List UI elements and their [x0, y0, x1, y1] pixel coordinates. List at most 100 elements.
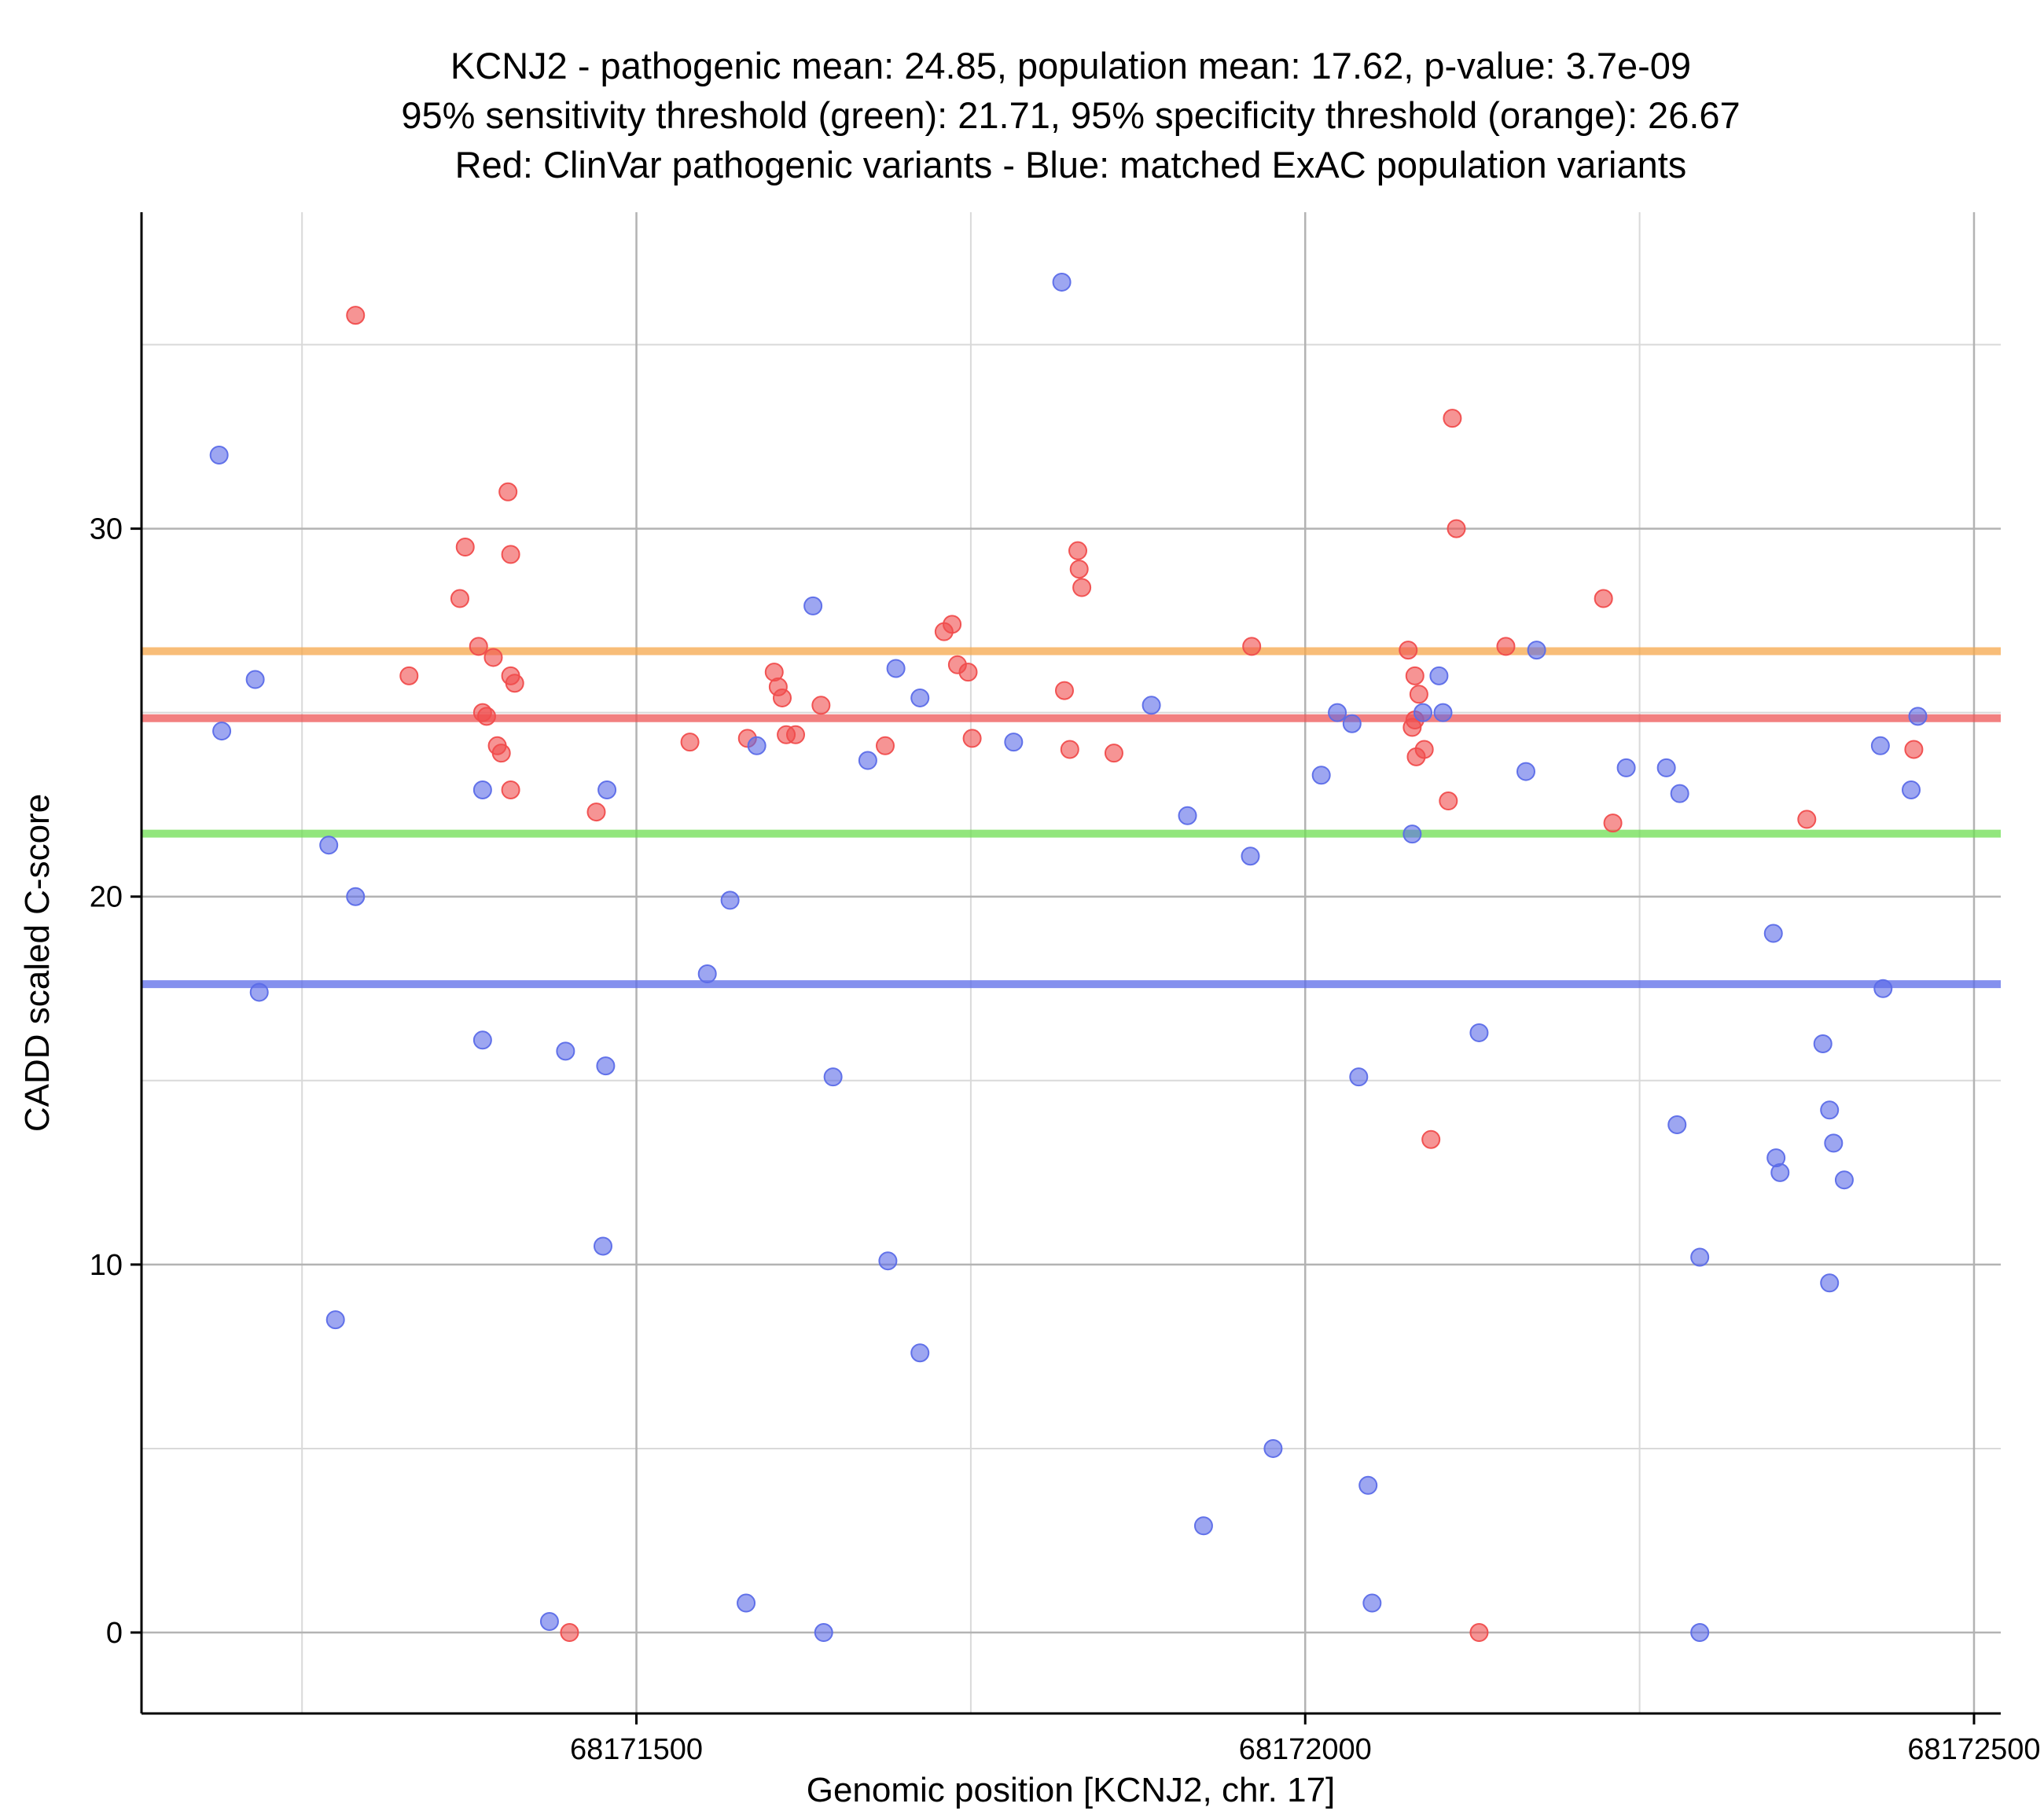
- pathogenic-variant-point: [958, 663, 978, 682]
- pathogenic-variant-point: [1421, 1129, 1441, 1149]
- population-variant-point: [1902, 780, 1921, 799]
- pathogenic-variant-point: [560, 1623, 579, 1643]
- population-variant-point: [1429, 666, 1449, 685]
- population-variant-point: [1193, 1516, 1213, 1536]
- y-axis-title: CADD scaled C-score: [18, 794, 57, 1132]
- pathogenic-variant-point: [1469, 1623, 1489, 1643]
- axis-tick-labels: 0 10 20 30 68171500 68172000 68172500: [90, 513, 2041, 1766]
- axes: [131, 212, 2001, 1724]
- pathogenic-variant-point: [1797, 810, 1817, 829]
- pathogenic-variant-point: [1414, 740, 1434, 759]
- population-variant-point: [1263, 1438, 1283, 1458]
- population-variant-point: [1656, 758, 1676, 777]
- pathogenic-variant-point: [1439, 791, 1458, 811]
- pathogenic-variant-point: [1068, 541, 1088, 560]
- population-variant-point: [1349, 1067, 1369, 1087]
- pathogenic-variant-point: [943, 615, 962, 634]
- threshold-lines: [142, 647, 2001, 989]
- pathogenic-variant-point: [469, 637, 488, 656]
- pathogenic-variant-point: [498, 482, 518, 501]
- population-variant-point: [1516, 762, 1535, 781]
- population-variant-point: [1413, 703, 1432, 722]
- population-variant-point: [1362, 1593, 1382, 1613]
- population-variant-point: [1141, 696, 1161, 715]
- pathogenic-variant-point: [483, 648, 503, 667]
- population-variant-point: [1670, 784, 1689, 803]
- population-variant-point: [209, 445, 229, 465]
- population-variant-point: [910, 688, 930, 707]
- pathogenic-variant-point: [772, 688, 792, 707]
- pathogenic-variant-point: [1104, 744, 1123, 763]
- population-variant-point: [1770, 1162, 1790, 1182]
- y-tick-label: 30: [90, 513, 123, 546]
- pathogenic-variant-point: [450, 589, 469, 608]
- population-variant-point: [325, 1310, 345, 1330]
- pathogenic-variant-point: [680, 733, 700, 752]
- population-variant-point: [1178, 806, 1197, 825]
- population-variant-point: [1358, 1475, 1378, 1495]
- population-variant-point: [1241, 847, 1260, 866]
- pathogenic-variant-point: [505, 674, 524, 693]
- population-variant-point: [910, 1343, 930, 1363]
- pathogenic-variant-point: [962, 729, 982, 748]
- population-variant-point: [1328, 703, 1347, 722]
- population-variant-point: [886, 659, 906, 678]
- population-variant-point: [1004, 733, 1024, 752]
- pathogenic-variant-point: [491, 744, 511, 763]
- population-variant-point: [1834, 1170, 1854, 1190]
- population-variant-point: [1690, 1247, 1710, 1267]
- pathogenic-variant-point: [1447, 519, 1466, 538]
- pathogenic-variant-point: [586, 802, 606, 822]
- population-variant-point: [1469, 1023, 1489, 1042]
- population-variant-point: [720, 891, 740, 910]
- population-variant-point: [1870, 736, 1890, 755]
- pathogenic-variant-point: [786, 725, 806, 744]
- pathogenic-variant-point: [1594, 589, 1613, 608]
- population-variant-point: [803, 596, 823, 615]
- gridlines-minor: [142, 212, 2001, 1713]
- gridlines-major: [142, 212, 2001, 1713]
- population-variant-point: [1813, 1034, 1833, 1053]
- data-points: [209, 272, 1928, 1643]
- population-variant-point: [346, 887, 366, 906]
- population-variant-point: [1402, 825, 1422, 844]
- pathogenic-variant-point: [346, 306, 366, 325]
- population-variant-point: [1824, 1133, 1844, 1153]
- population-variant-point: [593, 1236, 612, 1256]
- pathogenic-variant-point: [455, 538, 475, 557]
- y-tick-label: 0: [106, 1617, 123, 1650]
- x-tick-label: 68172500: [1907, 1733, 2040, 1766]
- pathogenic-variant-point: [501, 545, 520, 564]
- pathogenic-variant-point: [1409, 685, 1428, 704]
- y-tick-label: 20: [90, 881, 123, 914]
- pathogenic-variant-point: [1060, 740, 1079, 759]
- population-variant-point: [472, 780, 492, 799]
- population-variant-point: [814, 1623, 833, 1643]
- population-variant-point: [472, 1030, 492, 1050]
- population-variant-point: [747, 736, 766, 755]
- population-variant-point: [1763, 924, 1783, 943]
- population-variant-point: [319, 836, 339, 855]
- pathogenic-variant-point: [811, 696, 831, 715]
- population-variant-point: [858, 751, 877, 770]
- chart-title-line1: KCNJ2 - pathogenic mean: 24.85, populati…: [450, 45, 1691, 86]
- x-tick-label: 68171500: [570, 1733, 703, 1766]
- pathogenic-variant-point: [876, 736, 895, 755]
- pathogenic-variant-point: [1443, 409, 1462, 428]
- pathogenic-variant-point: [1242, 637, 1262, 656]
- population-variant-point: [212, 722, 232, 741]
- population-variant-point: [878, 1251, 898, 1271]
- population-variant-point: [697, 964, 717, 984]
- population-variant-point: [1667, 1115, 1687, 1134]
- pathogenic-variant-point: [1399, 641, 1418, 660]
- population-variant-point: [539, 1611, 559, 1631]
- population-variant-point: [1690, 1623, 1710, 1643]
- pathogenic-variant-point: [1054, 681, 1074, 700]
- pathogenic-variant-point: [1405, 666, 1425, 685]
- population-variant-point: [1527, 641, 1546, 660]
- pathogenic-variant-point: [1072, 578, 1092, 597]
- population-variant-point: [556, 1041, 575, 1061]
- population-variant-point: [1433, 703, 1453, 722]
- pathogenic-variant-point: [1496, 637, 1516, 656]
